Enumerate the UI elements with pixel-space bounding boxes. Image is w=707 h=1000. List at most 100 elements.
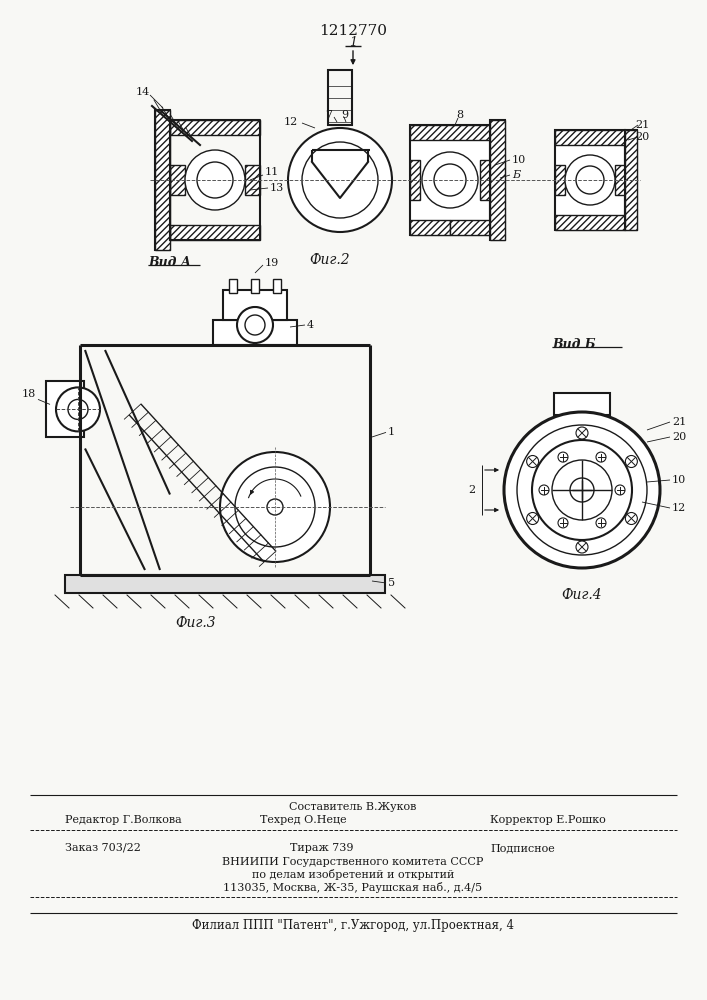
Circle shape [197,162,233,198]
Circle shape [68,399,88,419]
Text: Филиал ППП "Патент", г.Ужгород, ул.Проектная, 4: Филиал ППП "Патент", г.Ужгород, ул.Проек… [192,919,514,932]
Text: 7: 7 [325,110,332,120]
Text: 12: 12 [284,117,298,127]
Circle shape [235,467,315,547]
Circle shape [288,128,392,232]
Text: 18: 18 [22,389,36,399]
Text: Б: Б [512,170,520,180]
Text: 2: 2 [468,485,475,495]
Bar [625,130,637,230]
Circle shape [626,456,638,468]
Bar [410,125,490,140]
Text: 11: 11 [265,167,279,177]
Bar [450,220,490,235]
Text: Фиг.4: Фиг.4 [561,588,602,602]
Bar [155,110,170,250]
Circle shape [185,150,245,210]
Bar [223,290,287,320]
Circle shape [527,456,539,468]
Circle shape [576,166,604,194]
Bar [555,130,625,230]
Bar [625,130,637,230]
Bar [480,160,490,200]
Circle shape [576,427,588,439]
Circle shape [596,452,606,462]
Text: 4: 4 [307,320,314,330]
Circle shape [422,152,478,208]
Text: 12: 12 [672,503,686,513]
Circle shape [267,499,283,515]
Text: 13: 13 [270,183,284,193]
Bar [229,279,237,293]
Bar [245,165,260,195]
Bar [155,110,170,250]
Bar [555,215,625,230]
Bar [615,165,625,195]
Bar [273,279,281,293]
Circle shape [570,478,594,502]
Text: 19: 19 [265,258,279,268]
Text: 1212770: 1212770 [319,24,387,38]
Text: Тираж 739: Тираж 739 [290,843,354,853]
Text: Вид Б: Вид Б [552,338,595,352]
Text: Заказ 703/22: Заказ 703/22 [65,843,141,853]
Bar [490,120,505,240]
Circle shape [237,307,273,343]
Bar [328,70,352,125]
Circle shape [539,485,549,495]
Bar [615,165,625,195]
Bar [410,125,490,235]
Circle shape [558,518,568,528]
Bar [555,165,565,195]
Bar [65,575,385,593]
Text: ВНИИПИ Государственного комитета СССР
по делам изобретений и открытий
113035, Мо: ВНИИПИ Государственного комитета СССР по… [222,857,484,893]
Circle shape [434,164,466,196]
Text: 21: 21 [635,120,649,130]
Text: Фиг.3: Фиг.3 [175,616,216,630]
Text: 10: 10 [512,155,526,165]
Bar [170,225,260,240]
Circle shape [558,452,568,462]
Text: Корректор Е.Рошко: Корректор Е.Рошко [490,815,606,825]
Circle shape [626,512,638,524]
Circle shape [565,155,615,205]
Bar [170,120,260,135]
Circle shape [245,315,265,335]
Text: Вид А: Вид А [148,256,191,269]
Bar [555,130,625,145]
Bar [490,120,505,240]
Bar [170,165,185,195]
Bar [555,215,625,230]
Text: Техред О.Неце: Техред О.Неце [260,815,346,825]
Circle shape [504,412,660,568]
Circle shape [56,387,100,431]
Circle shape [615,485,625,495]
Bar [554,393,610,415]
Text: Фиг.2: Фиг.2 [310,253,350,267]
Bar [450,220,490,235]
Text: 20: 20 [635,132,649,142]
Bar [625,130,637,230]
Text: 8: 8 [457,110,464,120]
Bar [410,125,490,140]
Bar [410,220,450,235]
Text: 5: 5 [388,578,395,588]
Bar [480,160,490,200]
Bar [251,279,259,293]
Bar [213,320,297,345]
Bar [155,110,170,250]
Text: 21: 21 [672,417,686,427]
Bar [170,120,260,135]
Text: Редактор Г.Волкова: Редактор Г.Волкова [65,815,182,825]
Text: 9: 9 [341,110,349,120]
Text: Подписное: Подписное [490,843,555,853]
Bar [46,381,84,437]
Text: 20: 20 [672,432,686,442]
Text: 10: 10 [672,475,686,485]
Text: 14: 14 [136,87,150,97]
Bar [170,165,185,195]
Text: Составитель В.Жуков: Составитель В.Жуков [289,802,416,812]
Bar [170,225,260,240]
Bar [410,160,420,200]
Bar [410,160,420,200]
